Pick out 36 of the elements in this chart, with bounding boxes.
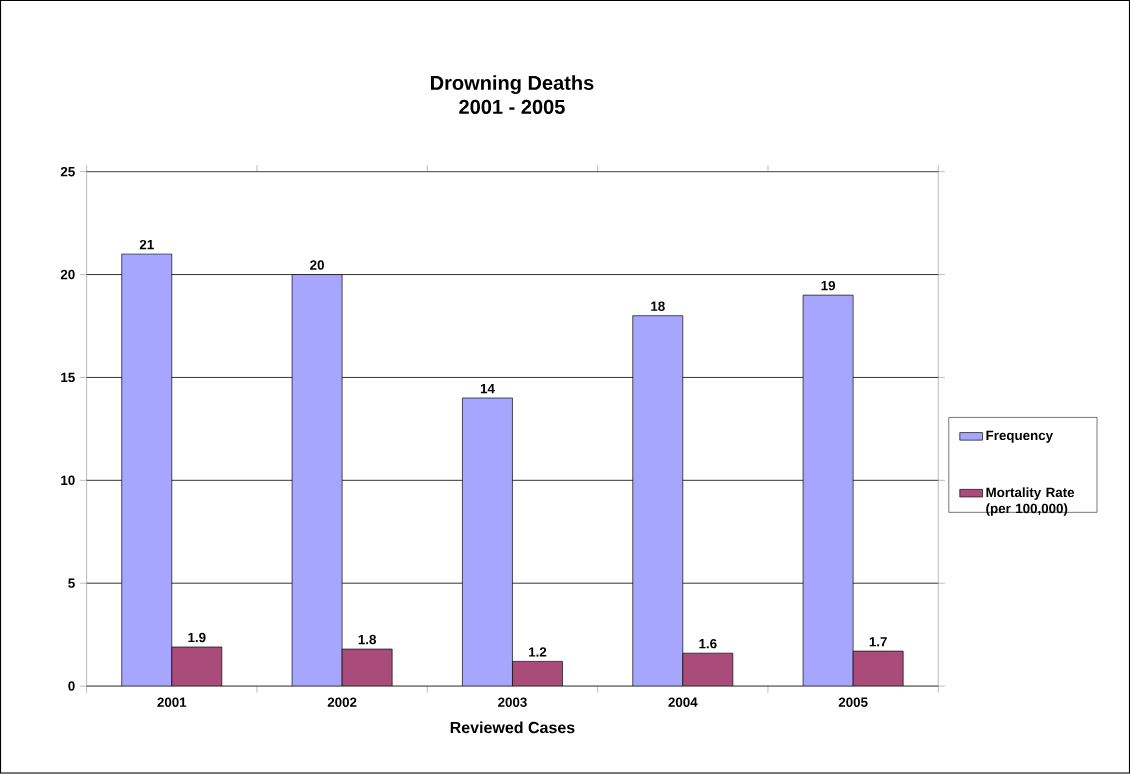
data-label: 1.2 [529,647,547,657]
x-tick-label: 2005 [838,697,868,708]
legend-label: Mortality Rate (per 100,000) [986,487,1075,516]
bar [291,274,343,687]
data-label: 1.9 [188,632,206,643]
bar [121,253,173,687]
data-label: 19 [821,281,836,291]
x-tick-label: 2002 [327,697,357,708]
data-label: 1.6 [699,639,717,649]
bar [512,661,563,687]
y-tick-label: 10 [61,475,75,486]
bar [852,650,904,687]
y-tick-label: 0 [68,681,75,691]
y-tick-label: 20 [60,269,75,280]
bar [462,397,513,687]
data-label: 21 [139,240,154,250]
x-tick-label: 2001 [157,697,187,708]
y-tick-label: 25 [60,167,75,177]
legend-label: Frequency [986,430,1053,443]
bar [171,646,223,687]
x-tick-label: 2003 [498,697,527,708]
data-label: 18 [651,301,665,312]
x-axis-title: Reviewed Cases [450,721,575,734]
bar [682,652,734,687]
bar [341,648,393,687]
chart-title: Drowning Deaths [431,75,594,95]
bar [802,294,854,687]
bar [632,315,684,687]
data-label: 1.8 [358,634,376,645]
y-tick-label: 15 [61,372,75,383]
data-label: 14 [480,384,495,394]
chart-subtitle: 2001 - 2005 [459,99,565,115]
data-label: 20 [310,260,324,270]
data-label: 1.7 [869,637,887,647]
y-tick-label: 5 [68,578,75,589]
x-tick-label: 2004 [668,697,698,708]
